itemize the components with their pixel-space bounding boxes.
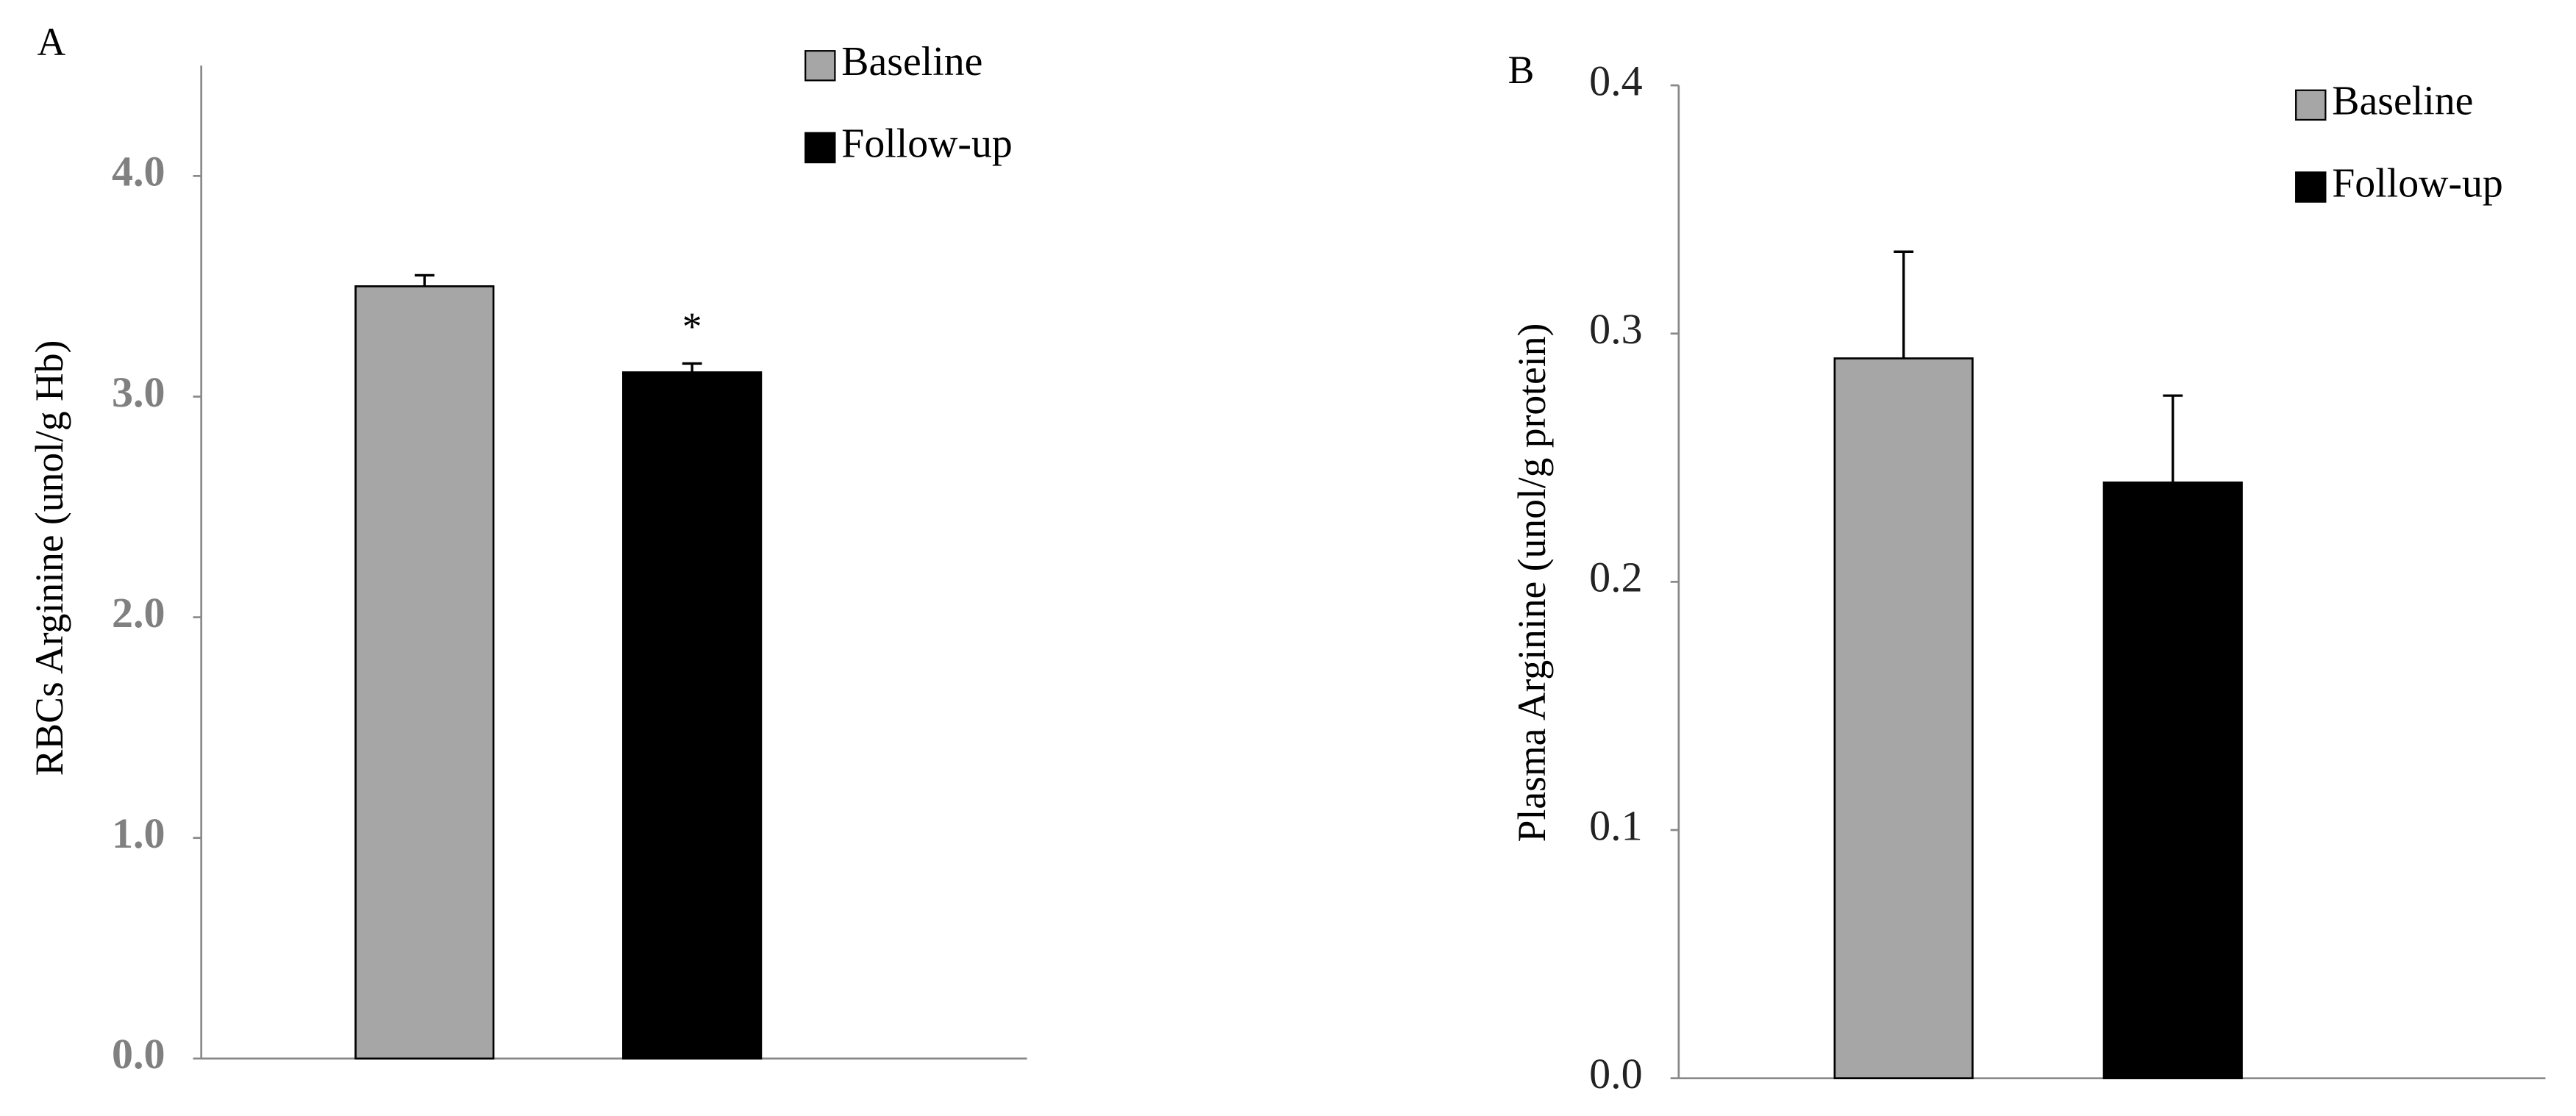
y-axis-label: Plasma Arginine (unol/g protein) (1510, 323, 1554, 843)
y-tick-label: 0.0 (1589, 1050, 1643, 1098)
chart-panel: A RBCs Arginine (unol/g Hb) 0.0 1.0 2.0 3.0 4.… (27, 20, 1027, 1078)
y-tick-label: 1.0 (112, 809, 165, 857)
y-tick-label: 0.4 (1589, 57, 1643, 104)
y-tick-label: 2.0 (112, 589, 165, 637)
bar (354, 285, 495, 1060)
y-tick-label: 0.2 (1589, 554, 1643, 601)
chart-panel: B Plasma Arginine (unol/g protein) 0.0 0.1 0… (1508, 48, 2546, 1098)
legend-label: Baseline (841, 39, 982, 85)
y-tick-label: 0.0 (112, 1030, 165, 1078)
bar (2102, 481, 2243, 1079)
panel-label: B (1508, 48, 1535, 92)
legend-label: Follow-up (841, 121, 1013, 167)
legend-swatch (804, 50, 836, 82)
panel-label: A (37, 20, 65, 64)
legend-swatch (2295, 89, 2327, 121)
legend-label: Follow-up (2332, 160, 2503, 206)
y-tick-label: 0.3 (1589, 305, 1643, 353)
y-tick-label: 0.1 (1589, 801, 1643, 849)
annotation: * (682, 304, 702, 348)
bar (622, 371, 763, 1060)
y-tick-label: 4.0 (112, 148, 165, 196)
y-tick-label: 3.0 (112, 368, 165, 416)
legend-swatch (2295, 171, 2327, 203)
legend-label: Baseline (2332, 79, 2473, 124)
legend-swatch (804, 132, 836, 164)
bar (1833, 357, 1974, 1079)
y-axis-label: RBCs Arginine (unol/g Hb) (27, 340, 71, 776)
